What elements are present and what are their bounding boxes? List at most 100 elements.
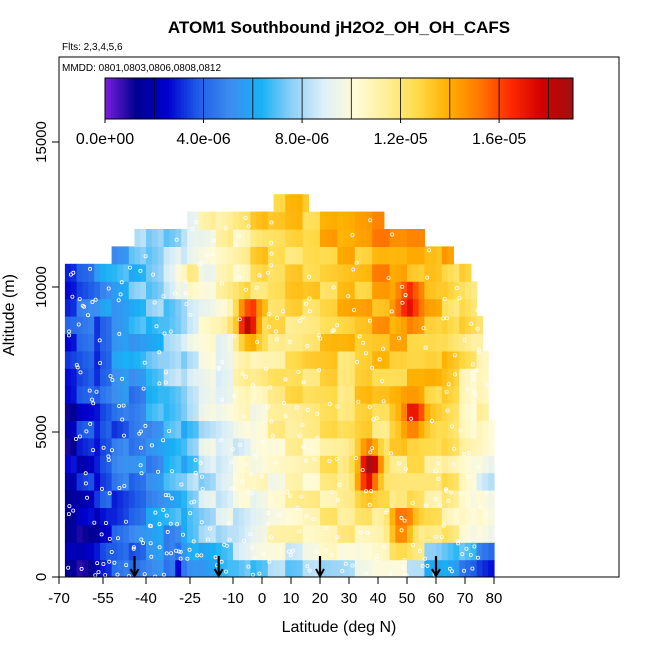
heat-cell <box>111 507 118 526</box>
observation-point <box>361 340 366 345</box>
observation-point <box>122 433 127 438</box>
observation-point <box>100 486 105 491</box>
heat-cell <box>343 246 350 265</box>
heat-cell <box>210 559 217 577</box>
observation-point <box>163 370 168 375</box>
heat-cell <box>88 507 95 526</box>
heat-cell <box>273 281 280 300</box>
observation-point <box>86 313 91 318</box>
heat-cell <box>100 437 107 456</box>
heat-cell <box>151 403 159 421</box>
observation-point <box>223 226 228 231</box>
heat-cell <box>482 455 489 474</box>
heat-cell <box>111 472 118 491</box>
heat-cell <box>383 385 391 404</box>
heat-cell <box>453 507 460 526</box>
observation-point <box>368 489 373 494</box>
heat-cell <box>325 316 333 334</box>
heat-cell <box>360 542 367 561</box>
heat-cell <box>163 368 171 387</box>
colorbar-swatch <box>388 78 393 119</box>
heat-cell <box>256 316 263 334</box>
heat-cell <box>453 333 460 352</box>
heat-cell <box>412 472 420 491</box>
observation-point <box>219 397 224 402</box>
heat-cell <box>343 542 350 561</box>
heat-cell <box>383 316 391 334</box>
colorbar-swatch <box>420 78 425 119</box>
colorbar-swatch <box>508 78 512 119</box>
heat-cell <box>204 455 211 474</box>
heat-cell <box>407 490 414 508</box>
heat-cell <box>407 472 414 491</box>
heat-cell <box>227 420 234 439</box>
observation-point <box>126 574 131 577</box>
heat-cell <box>331 437 338 456</box>
observation-point <box>75 365 80 370</box>
heat-cell <box>215 542 223 561</box>
observation-point <box>90 299 95 304</box>
heat-cell <box>383 403 391 421</box>
heat-cell <box>383 281 391 300</box>
heat-cell <box>389 559 396 577</box>
heat-cell <box>187 333 194 352</box>
y-tick-label: 10000 <box>33 266 50 308</box>
heat-cell <box>308 211 315 230</box>
heat-cell <box>262 490 269 508</box>
heat-cell <box>407 420 414 439</box>
heat-cell <box>151 246 159 265</box>
observation-point <box>67 333 72 338</box>
observation-point <box>185 556 190 561</box>
heat-cell <box>436 559 443 577</box>
heat-cell <box>430 420 437 439</box>
heat-cell <box>360 403 367 421</box>
heat-cell <box>401 542 408 561</box>
colorbar-swatch <box>207 78 211 119</box>
heat-cell <box>343 437 350 456</box>
heat-cell <box>244 559 251 577</box>
heat-cell <box>273 211 280 230</box>
heat-cell <box>250 316 257 334</box>
colorbar-swatch <box>289 78 293 119</box>
heat-cell <box>134 246 141 265</box>
heat-cell <box>424 368 431 387</box>
heat-cell <box>238 368 246 387</box>
heat-cell <box>221 385 228 404</box>
colorbar-tick-label: 1.2e-05 <box>373 131 427 148</box>
heat-cell <box>250 403 257 421</box>
heat-cell <box>470 472 478 491</box>
heat-cell <box>383 368 391 387</box>
observation-point <box>243 374 248 379</box>
observation-point <box>287 493 292 498</box>
heat-cell <box>94 403 101 421</box>
colorbar-tick-label: 8.0e-06 <box>275 131 329 148</box>
heat-cell <box>470 298 478 317</box>
heat-cell <box>291 281 298 300</box>
heat-cell <box>227 385 234 404</box>
heat-cell <box>151 490 159 508</box>
heat-cell <box>128 316 136 334</box>
heat-cell <box>204 542 211 561</box>
heat-cell <box>105 559 113 577</box>
heat-cell <box>250 437 257 456</box>
heat-cell <box>279 194 286 213</box>
observation-point <box>389 309 394 314</box>
heat-cell <box>238 507 246 526</box>
observation-point <box>305 407 310 412</box>
heat-cell <box>169 472 176 491</box>
observation-point <box>138 268 143 273</box>
heat-cell <box>296 472 304 491</box>
observation-point <box>269 251 274 256</box>
heat-cell <box>395 455 402 474</box>
heat-cell <box>366 298 373 317</box>
heat-cell <box>488 437 495 456</box>
heat-cell <box>378 211 385 230</box>
heat-cell <box>123 350 130 369</box>
colorbar-swatch <box>166 78 170 119</box>
heat-cell <box>320 368 327 387</box>
heat-cell <box>470 333 478 352</box>
heat-cell <box>210 472 217 491</box>
heat-cell <box>296 368 304 387</box>
heat-cell <box>470 420 478 439</box>
